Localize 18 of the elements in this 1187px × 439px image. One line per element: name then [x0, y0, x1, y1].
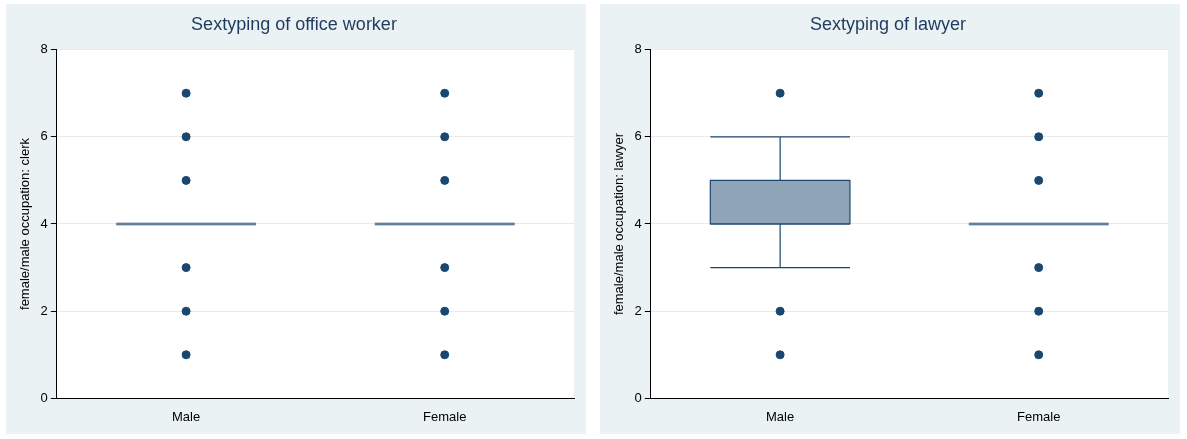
x-tick-label: Female [1017, 408, 1061, 424]
x-tick-label: Female [423, 408, 467, 424]
y-tick-label: 4 [40, 215, 48, 231]
y-tick-label: 8 [634, 41, 642, 57]
y-tick-label: 0 [634, 389, 642, 405]
chart-title: Sextyping of lawyer [809, 13, 967, 34]
y-axis-title: female/male occupation: clerk [17, 137, 33, 310]
y-tick-label: 2 [40, 302, 48, 318]
y-axis-title: female/male occupation: lawyer [611, 132, 627, 316]
y-tick-label: 6 [634, 128, 642, 144]
y-tick-label: 4 [634, 215, 642, 231]
x-tick-label: Male [172, 408, 201, 424]
y-tick-label: 2 [634, 302, 642, 318]
y-tick-label: 8 [40, 41, 48, 57]
chart-title: Sextyping of office worker [191, 13, 397, 34]
x-tick-label: Male [766, 408, 795, 424]
y-tick-label: 6 [40, 128, 48, 144]
y-tick-label: 0 [40, 389, 48, 405]
